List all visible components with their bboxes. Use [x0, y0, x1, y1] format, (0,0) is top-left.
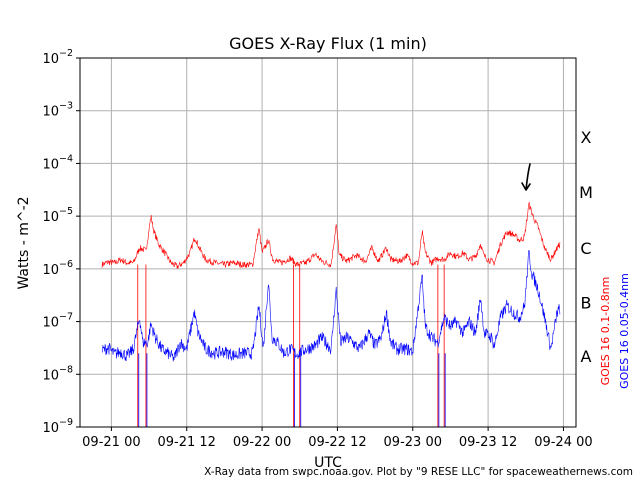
flare-class-a: A [581, 347, 592, 366]
y-tick-label: 10−9 [42, 417, 73, 436]
y-tick-label: 10−4 [42, 153, 73, 172]
x-tick-label: 09-22 00 [233, 435, 291, 450]
chart-title: GOES X-Ray Flux (1 min) [229, 34, 427, 53]
y-tick-label: 10−5 [42, 206, 73, 225]
axis-ticks: 09-21 00 09-21 12 09-22 00 09-22 12 09-23 00… [42, 48, 592, 450]
x-tick-label: 09-24 00 [534, 435, 592, 450]
x-tick-label: 09-21 12 [158, 435, 216, 450]
legend: GOES 16 0.1-0.8nm GOES 16 0.05-0.4nm [599, 273, 631, 389]
flare-class-c: C [580, 239, 591, 258]
x-tick-label: 09-22 12 [308, 435, 366, 450]
y-tick-label: 10−3 [42, 101, 73, 120]
x-axis-label: UTC [314, 455, 342, 471]
peak-arrow-annotation [521, 163, 531, 191]
legend-entry-short-channel: GOES 16 0.05-0.4nm [618, 273, 631, 389]
grid-lines [80, 57, 576, 428]
y-tick-label: 10−7 [42, 312, 73, 331]
x-tick-label: 09-23 00 [384, 435, 442, 450]
flare-class-b: B [581, 294, 592, 313]
x-tick-label: 09-21 00 [82, 435, 140, 450]
flare-class-x: X [581, 128, 592, 147]
data-credit-text: X-Ray data from swpc.noaa.gov. Plot by "… [204, 466, 633, 478]
x-tick-label: 09-23 12 [459, 435, 517, 450]
y-tick-label: 10−2 [42, 48, 73, 67]
flare-class-labels: X M C B A [579, 128, 593, 366]
flare-class-m: M [579, 183, 593, 202]
series-line-short-channel [101, 250, 561, 362]
y-tick-label: 10−6 [42, 259, 73, 278]
plot-area-frame [79, 57, 577, 428]
peak-arrow-icon [521, 163, 531, 191]
series-line-long-channel [101, 201, 561, 269]
y-axis-label: Watts - m^-2 [16, 196, 32, 289]
y-tick-label: 10−8 [42, 364, 73, 383]
legend-entry-long-channel: GOES 16 0.1-0.8nm [599, 277, 612, 386]
series-layer [101, 201, 561, 427]
